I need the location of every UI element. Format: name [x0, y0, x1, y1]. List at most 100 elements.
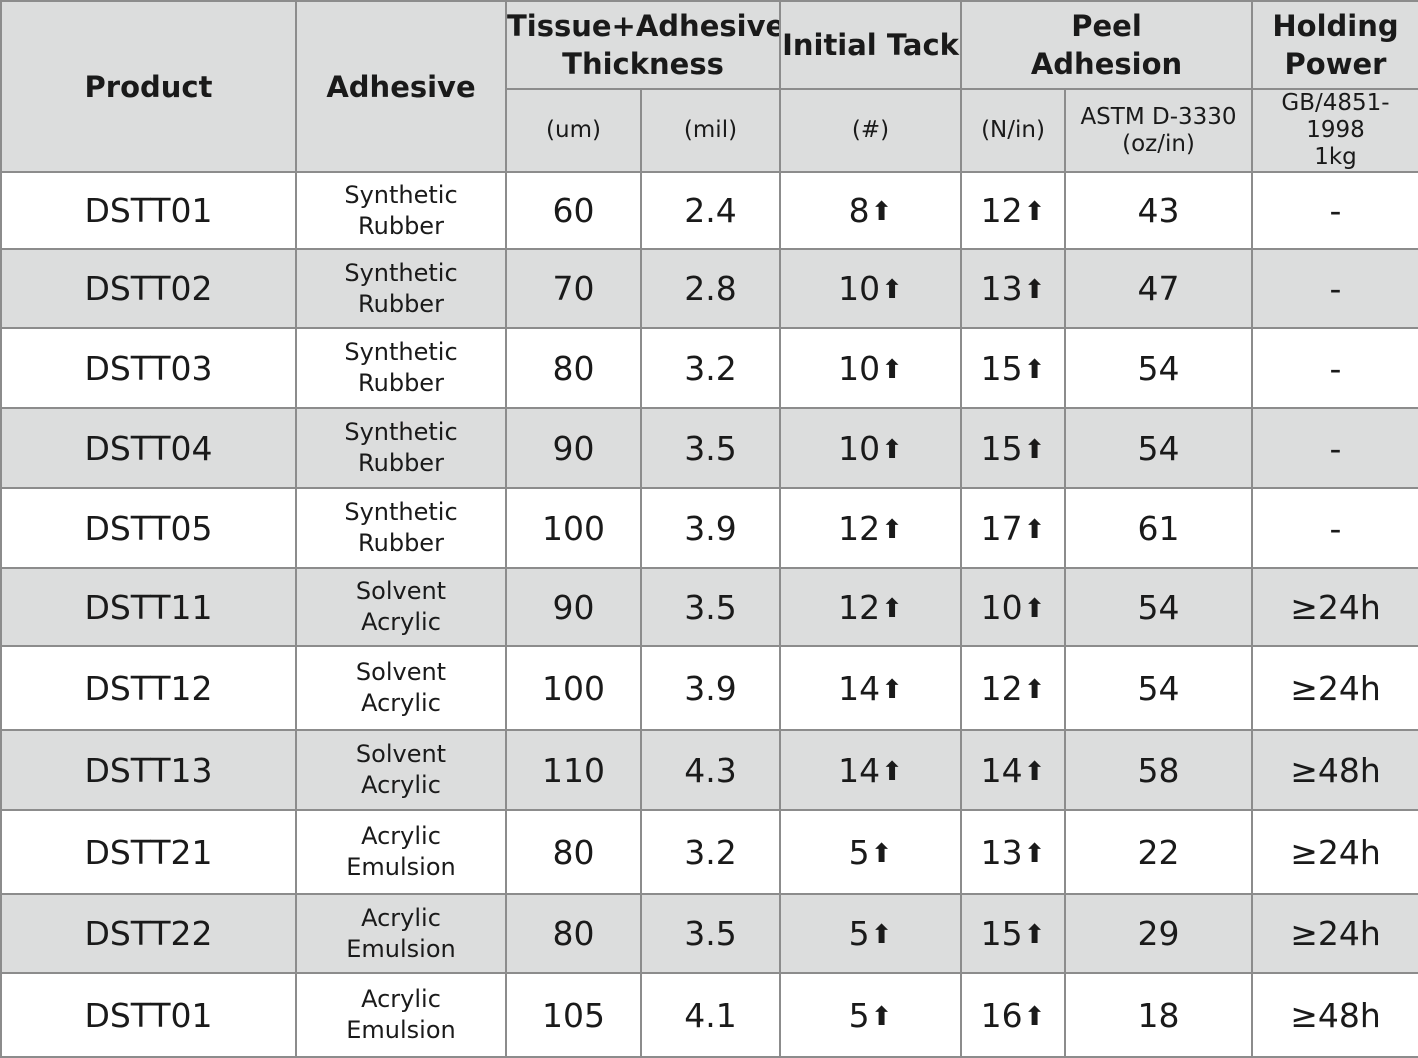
cell-peel-oz-per-in: 43: [1063, 171, 1254, 250]
cell-peel-n-per-in: 13⬆: [960, 809, 1066, 895]
header-initial-tack: Initial Tack: [779, 0, 962, 90]
cell-thickness-mil: 3.2: [640, 809, 781, 895]
cell-holding-power: ≥48h: [1251, 972, 1418, 1058]
cell-product: DSTT11: [0, 567, 297, 647]
adhesive-line: Rubber: [358, 529, 444, 557]
value: 15: [980, 914, 1023, 953]
cell-thickness-um: 70: [505, 248, 642, 329]
cell-initial-tack: 14⬆: [779, 729, 962, 811]
cell-adhesive: Synthetic Rubber: [295, 248, 507, 329]
cell-peel-oz-per-in: 54: [1063, 645, 1254, 731]
cell-thickness-mil: 3.5: [640, 567, 781, 647]
cell-peel-oz-per-in: 54: [1063, 327, 1254, 409]
cell-thickness-um: 105: [505, 972, 642, 1058]
header-thickness: Tissue+Adhesive Thickness: [505, 0, 781, 90]
cell-product: DSTT05: [0, 487, 297, 569]
cell-holding-power: ≥48h: [1251, 729, 1418, 811]
unit-mil: (mil): [640, 88, 781, 173]
up-arrow-icon: ⬆: [1023, 674, 1046, 705]
up-arrow-icon: ⬆: [881, 514, 903, 545]
cell-thickness-um: 90: [505, 567, 642, 647]
header-thickness-line1: Tissue+Adhesive: [507, 9, 780, 43]
cell-peel-oz-per-in: 58: [1063, 729, 1254, 811]
up-arrow-icon: ⬆: [881, 593, 903, 624]
cell-peel-n-per-in: 12⬆: [960, 171, 1066, 250]
cell-adhesive: Solvent Acrylic: [295, 567, 507, 647]
cell-adhesive: Acrylic Emulsion: [295, 893, 507, 974]
cell-adhesive: Synthetic Rubber: [295, 171, 507, 250]
cell-peel-oz-per-in: 18: [1063, 972, 1254, 1058]
cell-peel-n-per-in: 16⬆: [960, 972, 1066, 1058]
header-row-main: Product Adhesive Tissue+Adhesive Thickne…: [0, 0, 1418, 173]
table-row: DSTT21 Acrylic Emulsion 80 3.2 5⬆ 13⬆ 22 ≥24h: [0, 809, 1418, 895]
cell-peel-oz-per-in: 22: [1063, 809, 1254, 895]
up-arrow-icon: ⬆: [1023, 275, 1046, 305]
value: 14: [980, 750, 1023, 790]
cell-thickness-um: 60: [505, 171, 642, 250]
cell-peel-n-per-in: 15⬆: [960, 893, 1066, 974]
adhesive-line: Synthetic: [344, 180, 458, 209]
cell-peel-oz-per-in: 61: [1063, 487, 1254, 569]
cell-peel-n-per-in: 14⬆: [960, 729, 1066, 811]
table-row: DSTT05 Synthetic Rubber 100 3.9 12⬆ 17⬆ 61-: [0, 487, 1418, 569]
up-arrow-icon: ⬆: [1023, 514, 1046, 545]
up-arrow-icon: ⬆: [1023, 1001, 1046, 1032]
cell-product: DSTT02: [0, 248, 297, 329]
value: 15: [980, 348, 1023, 388]
cell-holding-power: -: [1251, 248, 1418, 329]
up-arrow-icon: ⬆: [870, 1001, 893, 1032]
value: 14: [838, 750, 881, 790]
cell-adhesive: Solvent Acrylic: [295, 645, 507, 731]
cell-thickness-um: 100: [505, 487, 642, 569]
header-peel-line1: Peel: [1071, 9, 1142, 43]
cell-initial-tack: 12⬆: [779, 567, 962, 647]
adhesive-line: Emulsion: [346, 1016, 456, 1044]
adhesive-line: Synthetic: [344, 498, 458, 526]
value: 12: [838, 508, 881, 548]
header-peel-adhesion: Peel Adhesion: [959, 0, 1254, 90]
cell-thickness-mil: 4.1: [640, 972, 781, 1058]
adhesive-line: Solvent: [355, 658, 447, 686]
cell-adhesive: Acrylic Emulsion: [295, 972, 507, 1058]
cell-initial-tack: 5⬆: [779, 893, 962, 974]
header-holding-line1: Holding: [1272, 9, 1399, 43]
up-arrow-icon: ⬆: [881, 674, 903, 705]
value: 5: [848, 914, 870, 953]
cell-peel-n-per-in: 15⬆: [960, 327, 1066, 409]
cell-peel-n-per-in: 13⬆: [960, 248, 1066, 329]
up-arrow-icon: ⬆: [870, 197, 893, 227]
adhesive-line: Acrylic: [361, 985, 441, 1013]
table-row: DSTT01 Synthetic Rubber 60 2.4 8⬆ 12⬆ 43-: [0, 171, 1418, 250]
table-header: Product Adhesive Tissue+Adhesive Thickne…: [0, 0, 1418, 173]
cell-product: DSTT01: [0, 171, 297, 250]
adhesive-line: Synthetic: [344, 258, 458, 287]
cell-thickness-um: 100: [505, 645, 642, 731]
adhesive-line: Acrylic: [361, 903, 441, 932]
cell-thickness-mil: 2.4: [640, 171, 781, 250]
up-arrow-icon: ⬆: [1023, 756, 1046, 787]
header-peel-line2: Adhesion: [1030, 47, 1183, 81]
table-row: DSTT04 Synthetic Rubber 90 3.5 10⬆ 15⬆ 54-: [0, 407, 1418, 489]
cell-adhesive: Acrylic Emulsion: [295, 809, 507, 895]
value: 12: [980, 191, 1023, 230]
cell-initial-tack: 5⬆: [779, 809, 962, 895]
table-row: DSTT22 Acrylic Emulsion 80 3.5 5⬆ 15⬆ 29 ≥24h: [0, 893, 1418, 974]
adhesive-line: Rubber: [358, 211, 444, 240]
cell-initial-tack: 8⬆: [779, 171, 962, 250]
up-arrow-icon: ⬆: [1023, 354, 1046, 385]
table-row: DSTT13 Solvent Acrylic 110 4.3 14⬆ 14⬆ 58 ≥48h: [0, 729, 1418, 811]
cell-adhesive: Synthetic Rubber: [295, 487, 507, 569]
value: 5: [848, 832, 870, 872]
up-arrow-icon: ⬆: [881, 354, 903, 385]
cell-thickness-mil: 3.9: [640, 487, 781, 569]
cell-product: DSTT21: [0, 809, 297, 895]
value: 8: [848, 191, 870, 230]
cell-product: DSTT04: [0, 407, 297, 489]
unit-tack: (#): [779, 88, 962, 173]
cell-thickness-um: 90: [505, 407, 642, 489]
table-row: DSTT03 Synthetic Rubber 80 3.2 10⬆ 15⬆ 54-: [0, 327, 1418, 409]
value: 13: [980, 832, 1023, 872]
cell-product: DSTT12: [0, 645, 297, 731]
value: 17: [980, 508, 1023, 548]
